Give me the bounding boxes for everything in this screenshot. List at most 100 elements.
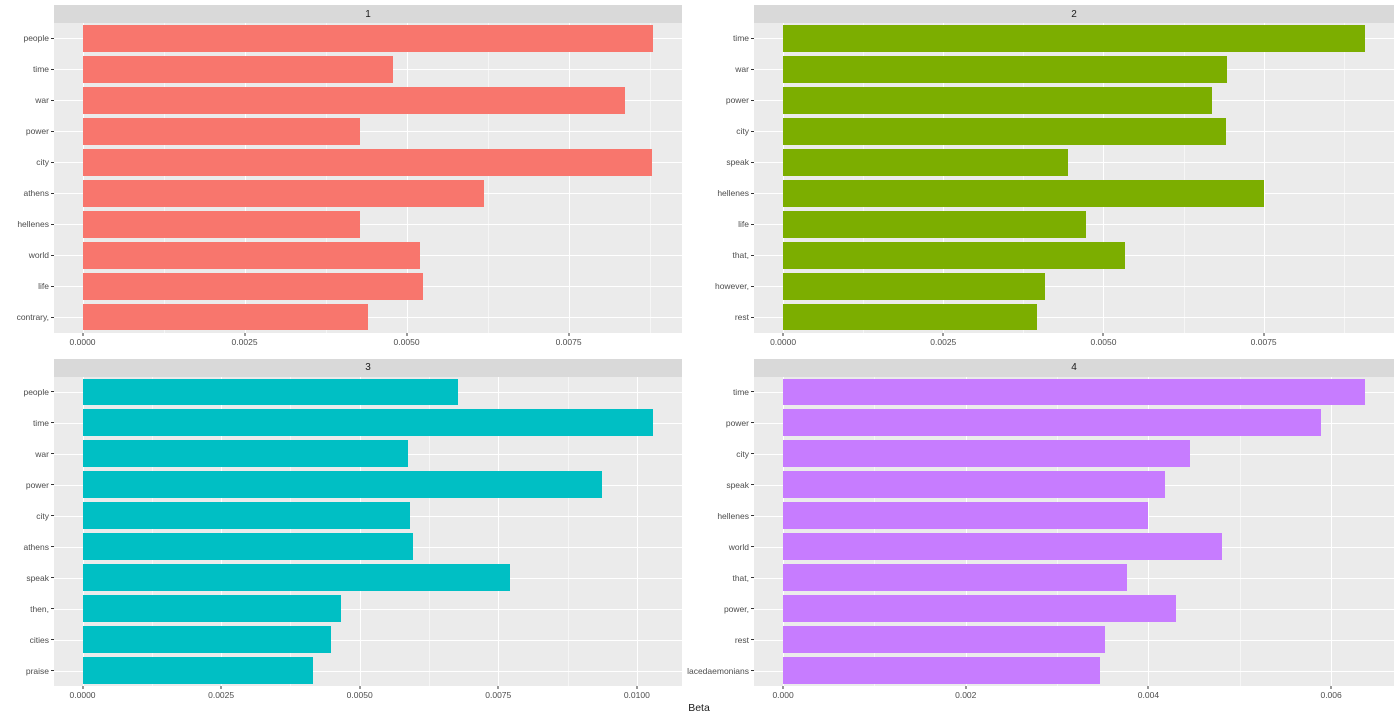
bar-city [783,440,1191,468]
y-axis-label: athens [4,178,54,209]
y-tick-mark [51,484,54,486]
y-axis-label: people [4,23,54,54]
facet-strip-title: 2 [754,5,1394,23]
y-axis-label: city [4,500,54,531]
category-label: power [725,95,749,106]
y-tick-mark [751,192,754,194]
y-axis-label: however, [688,271,754,302]
y-axis-label: war [4,85,54,116]
bar-hellenes [783,502,1148,530]
facet-panel-2: 2 time war power city speak hellenes life that, h… [682,5,1394,349]
y-axis-labels: time war power city speak hellenes life that, ho… [688,23,754,333]
y-tick-mark [51,546,54,548]
y-tick-mark [51,515,54,517]
bar-city [82,148,653,176]
y-tick-mark [51,68,54,70]
x-tick-label: 0.0075 [1250,336,1277,347]
y-axis-label: praise [4,655,54,686]
bar-city [82,502,411,530]
y-axis-label: war [4,438,54,469]
gridline-horizontal [54,670,682,672]
gridline-minor [649,23,651,333]
y-tick-mark [51,670,54,672]
bar-city [783,117,1227,145]
x-tick-label: 0.0025 [231,336,258,347]
plot-panel [54,376,682,686]
strip-spacer [4,5,54,23]
strip-spacer [688,359,754,377]
gridline-minor [1343,23,1345,333]
gridline-major [943,23,945,333]
y-axis-label: speak [688,469,754,500]
category-label: world [28,250,49,261]
gridline-major [221,376,223,686]
category-label: people [23,33,49,44]
gridline-major [406,23,408,333]
y-axis-label: life [688,209,754,240]
y-axis-label: time [4,407,54,438]
gridline-major [498,376,500,686]
y-tick-mark [51,223,54,225]
strip-spacer [688,5,754,23]
facet-body: people time war power city athens speak then, ci… [4,376,682,686]
category-label: life [38,281,49,292]
facet-body: time war power city speak hellenes life that, ho… [688,23,1394,333]
category-label: world [728,541,749,552]
bar-time [783,378,1365,406]
x-tick-label: 0.002 [955,690,977,700]
y-axis-labels: people time war power city athens hellenes worl… [4,23,54,333]
y-axis-label: war [688,54,754,85]
x-axis: 0.0000 0.0025 0.0050 0.0075 [54,332,682,349]
category-label: athens [23,541,49,552]
category-label: rest [734,634,749,645]
gridline-horizontal [754,162,1394,164]
bar-life [82,272,424,300]
category-label: cities [29,634,49,645]
facet-strip-title: 1 [54,5,682,23]
gridline-minor [290,376,292,686]
category-label: war [35,448,49,459]
x-tick-mark [1147,686,1149,689]
x-tick-label: 0.0000 [69,690,96,700]
gridline-minor [874,376,876,686]
y-axis-label: life [4,271,54,302]
gridline-major [1148,376,1150,686]
y-tick-mark [751,670,754,672]
y-axis-label: cities [4,624,54,655]
x-tick-mark [942,332,944,336]
facet-strip-title: 4 [754,358,1394,377]
category-label: speak [726,479,749,490]
category-label: hellenes [717,188,749,199]
y-axis-label: power, [688,593,754,624]
category-label: life [738,219,749,230]
x-tick-label: 0.0025 [930,336,957,347]
category-label: contrary, [16,312,49,323]
category-label: athens [23,188,49,199]
x-tick-label: 0.006 [1320,690,1342,700]
y-axis-label: world [688,531,754,562]
x-axis-row: 0.0000 0.0025 0.0050 0.0075 [4,332,682,349]
x-tick-label: 0.0000 [69,336,96,347]
y-tick-mark [751,515,754,517]
bar-power [783,409,1322,437]
y-tick-mark [751,639,754,641]
category-label: speak [726,157,749,168]
gridline-minor [151,376,153,686]
strip-spacer [4,359,54,377]
y-axis-label: that, [688,240,754,271]
category-label: people [23,386,49,397]
bar-speak [783,471,1165,499]
gridline-major [568,23,570,333]
y-tick-mark [751,223,754,225]
x-tick-mark [965,686,967,689]
y-axis-label: athens [4,531,54,562]
x-tick-mark [782,332,784,336]
gridline-minor [1239,376,1241,686]
y-tick-mark [751,254,754,256]
bar-rest [783,626,1106,654]
x-tick-mark [782,686,784,689]
category-label: power [725,417,749,428]
facet-panel-1: 1 people time war power city athens hellenes wor… [4,5,682,349]
y-axis-label: speak [4,562,54,593]
gridline-major [1263,23,1265,333]
